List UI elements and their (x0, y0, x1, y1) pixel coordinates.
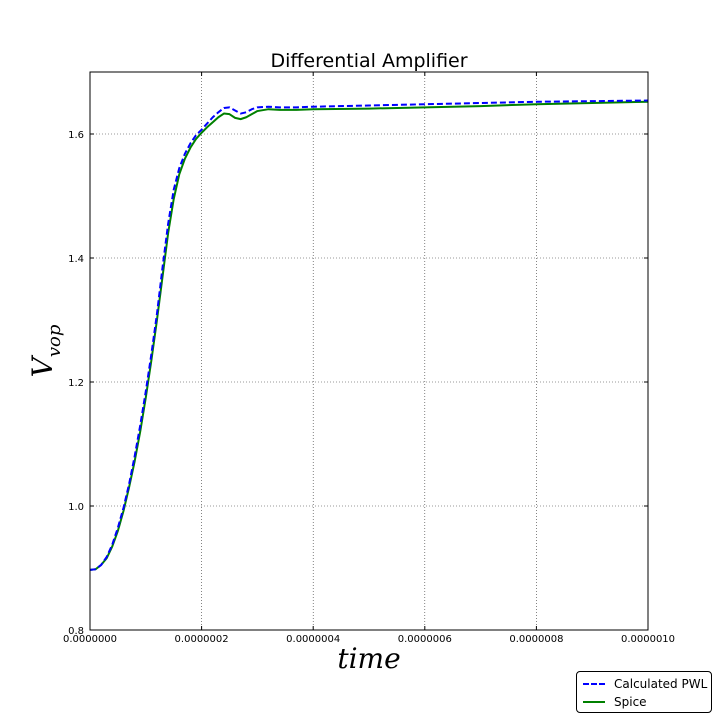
legend-swatch-solid (583, 701, 605, 703)
legend-label: Spice (614, 695, 647, 709)
chart-title: Differential Amplifier (270, 50, 467, 72)
x-tick-label: 0.0000010 (621, 634, 675, 645)
y-tick-label: 1.6 (68, 130, 84, 141)
y-axis-label: Vvop (26, 324, 65, 377)
y-tick-label: 1.0 (68, 502, 84, 513)
series-line-spice (89, 100, 649, 571)
x-tick-label: 0.0000000 (63, 634, 117, 645)
x-tick-label: 0.0000002 (175, 634, 229, 645)
x-tick-label: 0.0000004 (286, 634, 340, 645)
series-line-calculated-pwl (89, 99, 649, 571)
y-axis-label-subscript: vop (44, 324, 65, 357)
tick-layer: 0.0000000 0.0000002 0.0000004 0.0000006 0.00… (63, 72, 675, 645)
grid (90, 72, 648, 630)
y-axis-label-base: V (26, 354, 59, 377)
x-tick-label: 0.0000008 (509, 634, 563, 645)
x-tick-label: 0.0000006 (398, 634, 452, 645)
y-tick-label: 0.8 (68, 626, 84, 637)
svg-text:Vvop: Vvop (26, 324, 65, 377)
plot-frame (89, 71, 649, 631)
y-tick-label: 1.4 (68, 254, 84, 265)
legend-item-calculated-pwl: Calculated PWL (583, 675, 707, 693)
legend: Calculated PWL Spice (576, 671, 712, 713)
x-axis-label: time (337, 642, 400, 675)
legend-label: Calculated PWL (614, 677, 708, 691)
y-tick-label: 1.2 (68, 378, 84, 389)
legend-swatch-dashed (583, 683, 605, 685)
series-layer (89, 99, 649, 571)
legend-item-spice: Spice (583, 693, 647, 711)
